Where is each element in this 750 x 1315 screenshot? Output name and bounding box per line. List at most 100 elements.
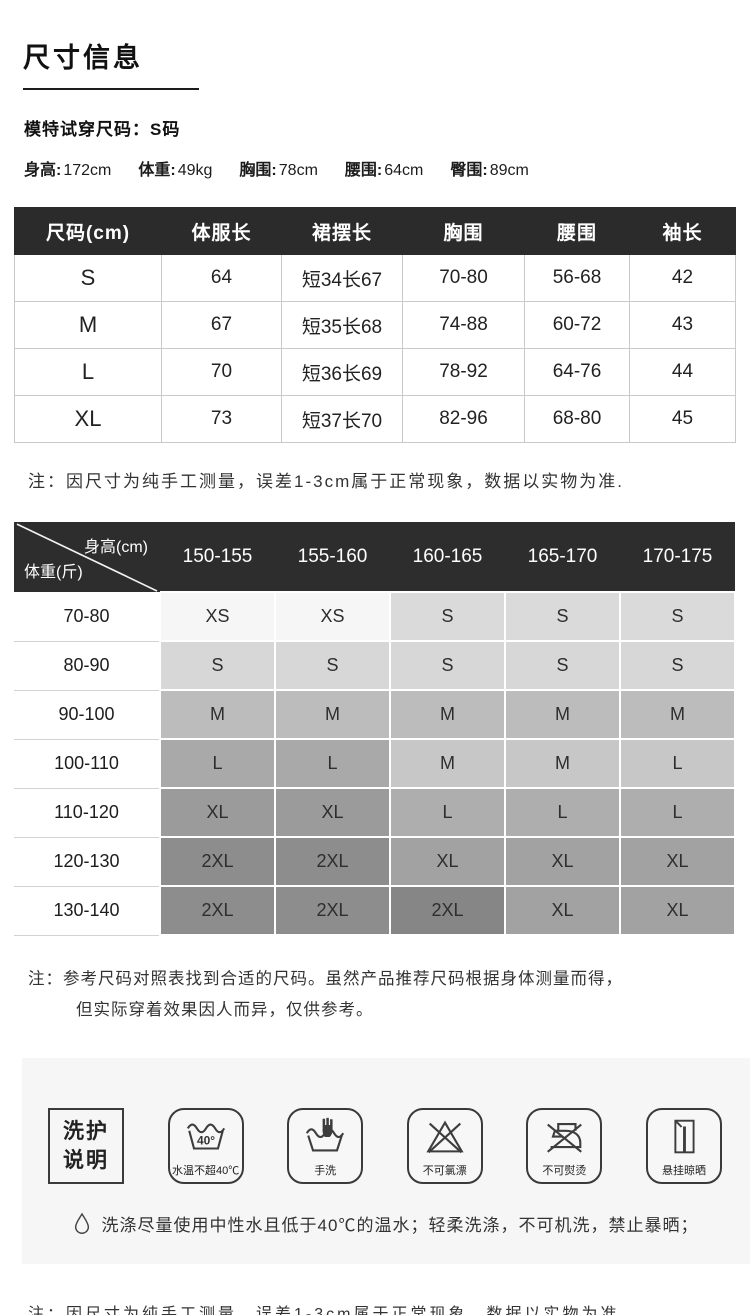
matrix-cell: XL [619, 885, 736, 936]
hang-dry-icon [674, 1119, 695, 1154]
stat-hip: 臀围: 89cm [450, 162, 529, 179]
model-stats: 身高: 172cm 体重: 49kg 胸围: 78cm 腰围: 64cm 臀围: 89cm [24, 156, 750, 180]
stat-height: 身高: 172cm [24, 162, 112, 179]
matrix-cell: 2XL [159, 836, 276, 887]
care-icon-label: 手洗 [314, 1165, 337, 1178]
matrix-row: 90-100 M M M M M [14, 689, 736, 740]
height-axis-label: 身高(cm) [84, 539, 148, 556]
size-table-cell: 68-80 [524, 395, 630, 443]
size-table-header-cell: 胸围 [402, 207, 525, 255]
matrix-cell: L [159, 738, 276, 789]
size-table-cell: 短34长67 [281, 254, 403, 302]
wash-40-icon: 40° [186, 1123, 225, 1150]
matrix-row-label: 120-130 [14, 837, 160, 887]
matrix-row: 70-80 XS XS S S S [14, 591, 736, 642]
matrix-cell: M [504, 738, 621, 789]
wash-tip-text: 洗涤尽量使用中性水且低于40℃的温水；轻柔洗涤，不可机洗，禁止暴晒； [101, 1216, 699, 1236]
matrix-cell: XL [619, 836, 736, 887]
size-table: 尺码(cm) 体服长 裙摆长 胸围 腰围 袖长 S 64 短34长67 70-8… [14, 207, 736, 443]
care-icon-tile: 不可氯漂 [406, 1108, 483, 1185]
size-table-header-row: 尺码(cm) 体服长 裙摆长 胸围 腰围 袖长 [14, 207, 736, 255]
size-table-cell: S [14, 254, 162, 302]
matrix-row-label: 100-110 [14, 739, 160, 789]
matrix-row-label: 80-90 [14, 641, 160, 691]
care-icon-tile: 40° 水温不超40℃ [167, 1108, 244, 1185]
care-icon-label: 悬挂晾晒 [661, 1165, 706, 1178]
matrix-col-header: 170-175 [620, 522, 735, 592]
matrix-cell: S [274, 640, 391, 691]
water-drop-icon [74, 1212, 89, 1234]
size-table-header-cell: 腰围 [524, 207, 630, 255]
diagonal-line [16, 523, 158, 592]
matrix-cell: XL [159, 787, 276, 838]
matrix-row: 100-110 L L M M L [14, 738, 736, 789]
reference-note-line2: 但实际穿着效果因人而异，仅供参考。 [76, 1000, 374, 1019]
matrix-row-label: 70-80 [14, 592, 160, 642]
matrix-cell: XL [504, 836, 621, 887]
size-table-cell: 74-88 [402, 301, 525, 349]
size-table-header-cell: 尺码(cm) [14, 207, 162, 255]
no-iron-icon [547, 1123, 583, 1153]
wash-tip: 洗涤尽量使用中性水且低于40℃的温水；轻柔洗涤，不可机洗，禁止暴晒； [48, 1211, 722, 1236]
matrix-cell: S [389, 591, 506, 642]
hand-wash-icon [306, 1117, 345, 1152]
size-table-row-s: S 64 短34长67 70-80 56-68 42 [14, 254, 736, 302]
matrix-cell: L [389, 787, 506, 838]
bottom-note: 注：因尺寸为纯手工测量，误差1-3cm属于正常现象，数据以实物为准. [28, 1306, 627, 1315]
matrix-cell: S [504, 640, 621, 691]
title-underline [23, 88, 199, 90]
care-icons-row: 洗护 说明 40° 水温不超40℃ 手洗 [48, 1108, 722, 1185]
size-table-cell: M [14, 301, 162, 349]
matrix-col-header: 150-155 [160, 522, 275, 592]
size-table-cell: 短37长70 [281, 395, 403, 443]
size-table-cell: 短35长68 [281, 301, 403, 349]
wash-care-panel: 洗护 说明 40° 水温不超40℃ 手洗 [22, 1058, 750, 1265]
size-table-cell: 64-76 [524, 348, 630, 396]
matrix-header-row: 身高(cm) 体重(斤) 150-155 155-160 160-165 165… [14, 522, 735, 592]
matrix-cell: L [274, 738, 391, 789]
size-note: 注：因尺寸为纯手工测量，误差1-3cm属于正常现象，数据以实物为准. [28, 472, 624, 491]
matrix-cell: 2XL [274, 836, 391, 887]
matrix-cell: S [619, 640, 736, 691]
size-table-cell: 43 [629, 301, 736, 349]
matrix-row-label: 90-100 [14, 690, 160, 740]
reference-note: 注：参考尺码对照表找到合适的尺码。虽然产品推荐尺码根据身体测量而得， 但实际穿着… [28, 964, 722, 1025]
matrix-cell: 2XL [389, 885, 506, 936]
size-table-row-m: M 67 短35长68 74-88 60-72 43 [14, 301, 736, 349]
matrix-cell: S [619, 591, 736, 642]
stat-weight: 体重: 49kg [138, 162, 213, 179]
size-table-header-cell: 袖长 [629, 207, 736, 255]
care-icon-tile: 不可熨烫 [526, 1108, 603, 1185]
size-matrix-table: 身高(cm) 体重(斤) 150-155 155-160 160-165 165… [14, 522, 736, 936]
matrix-cell: M [159, 689, 276, 740]
weight-axis-label: 体重(斤) [24, 564, 83, 581]
matrix-row: 130-140 2XL 2XL 2XL XL XL [14, 885, 736, 936]
matrix-corner-cell: 身高(cm) 体重(斤) [14, 522, 160, 592]
matrix-row: 110-120 XL XL L L L [14, 787, 736, 838]
matrix-row-label: 110-120 [14, 788, 160, 838]
size-table-cell: 64 [161, 254, 282, 302]
care-icon-label: 水温不超40℃ [171, 1165, 240, 1178]
matrix-cell: L [504, 787, 621, 838]
matrix-cell: M [389, 689, 506, 740]
page-title: 尺寸信息 [23, 43, 143, 73]
model-size-label: 模特试穿尺码：S码 [24, 120, 181, 139]
size-table-cell: 73 [161, 395, 282, 443]
care-icon-label: 不可熨烫 [542, 1165, 587, 1178]
no-bleach-icon [426, 1120, 464, 1154]
matrix-cell: XL [504, 885, 621, 936]
size-table-cell: 60-72 [524, 301, 630, 349]
size-table-header-cell: 体服长 [161, 207, 282, 255]
stat-bust: 胸围: 78cm [239, 162, 318, 179]
size-table-cell: 56-68 [524, 254, 630, 302]
care-instructions-box: 洗护 说明 [48, 1108, 124, 1185]
svg-text:40°: 40° [197, 1134, 215, 1148]
size-table-cell: XL [14, 395, 162, 443]
size-table-cell: 78-92 [402, 348, 525, 396]
matrix-cell: M [274, 689, 391, 740]
size-table-cell: 42 [629, 254, 736, 302]
matrix-col-header: 155-160 [275, 522, 390, 592]
size-table-cell: 70 [161, 348, 282, 396]
stat-waist: 腰围: 64cm [344, 162, 424, 179]
